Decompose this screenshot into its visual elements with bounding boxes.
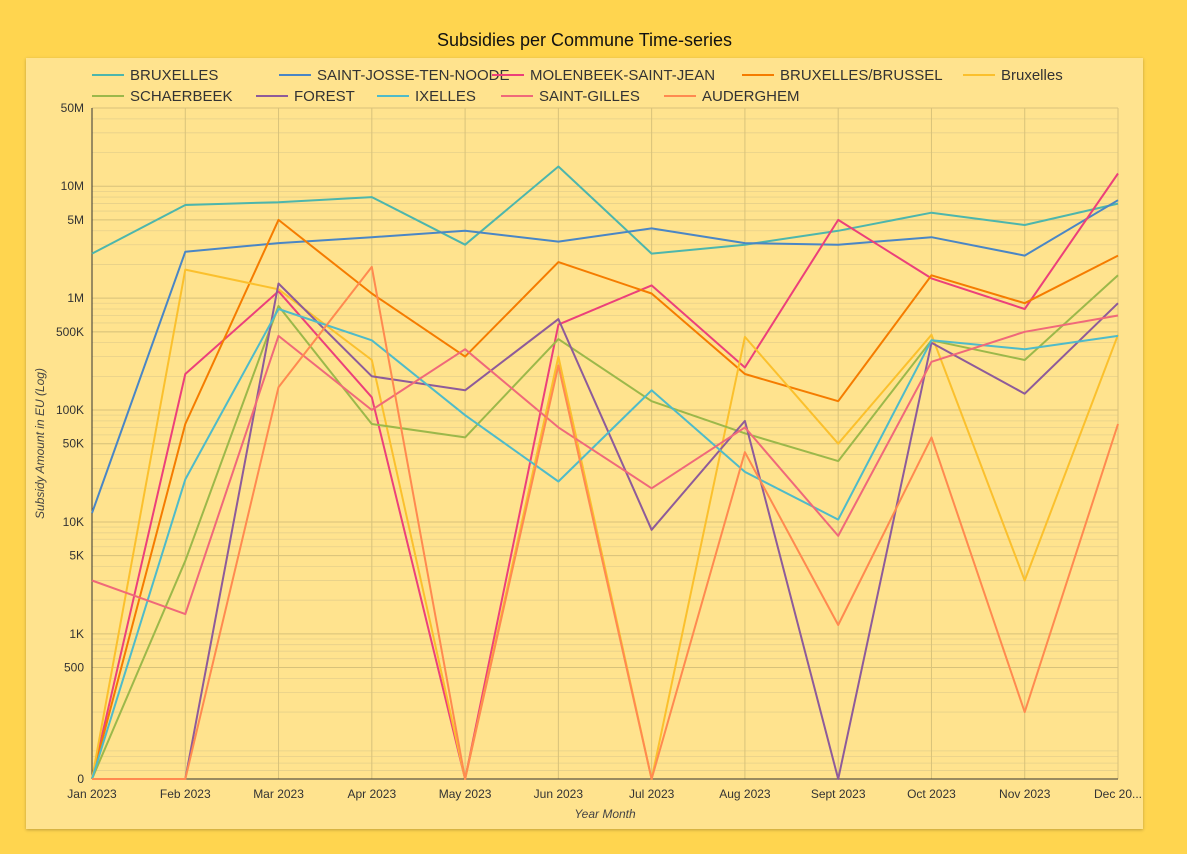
y-tick-label: 10M — [61, 179, 84, 193]
series-lines — [91, 165, 1119, 780]
x-tick-label: Aug 2023 — [719, 787, 771, 801]
legend-item[interactable]: BRUXELLES/BRUSSEL — [742, 67, 943, 84]
grid-lines — [91, 107, 1119, 780]
legend-item[interactable]: SAINT-GILLES — [501, 88, 640, 105]
y-tick-label: 50K — [63, 437, 84, 451]
legend-item[interactable]: Bruxelles — [963, 67, 1063, 84]
x-tick-label: Dec 20... — [1094, 787, 1142, 801]
legend-label: FOREST — [294, 88, 355, 105]
legend-label: BRUXELLES/BRUSSEL — [780, 67, 943, 84]
y-axis-title: Subsidy Amount in EU (Log) — [33, 368, 47, 519]
series-line-ixelles[interactable] — [91, 308, 1119, 780]
series-line-bruxelles-brussel[interactable] — [91, 218, 1119, 780]
legend-item[interactable]: SCHAERBEEK — [92, 88, 233, 105]
y-tick-label: 5M — [67, 213, 84, 227]
legend-label: SAINT-JOSSE-TEN-NOODE — [317, 67, 510, 84]
chart-panel: 50M 10M 5M 1M 500K 100K 50K 10K 5K 1K 500 0 Jan 2023… — [26, 58, 1143, 829]
series-line-saint-gilles[interactable] — [91, 314, 1119, 616]
x-tick-label: May 2023 — [439, 787, 492, 801]
y-tick-label: 0 — [77, 772, 84, 786]
series-line-forest[interactable] — [92, 282, 1119, 780]
legend-label: AUDERGHEM — [702, 88, 800, 105]
x-tick-label: Jul 2023 — [629, 787, 675, 801]
series-line-molenbeek-saint-jean[interactable] — [91, 172, 1119, 780]
legend-item[interactable]: SAINT-JOSSE-TEN-NOODE — [279, 67, 510, 84]
x-tick-label: Nov 2023 — [999, 787, 1051, 801]
legend-item[interactable]: AUDERGHEM — [664, 88, 800, 105]
legend: BRUXELLES SAINT-JOSSE-TEN-NOODE MOLENBEEK-… — [92, 67, 1063, 105]
legend-label: BRUXELLES — [130, 67, 218, 84]
legend-label: SAINT-GILLES — [539, 88, 640, 105]
x-tick-label: Jun 2023 — [534, 787, 584, 801]
y-tick-label: 5K — [69, 549, 84, 563]
series-line-bruxelles[interactable] — [91, 165, 1119, 255]
x-axis-title: Year Month — [574, 807, 636, 821]
x-tick-label: Mar 2023 — [253, 787, 304, 801]
series-line-schaerbeek[interactable] — [91, 274, 1119, 780]
legend-label: IXELLES — [415, 88, 476, 105]
legend-item[interactable]: MOLENBEEK-SAINT-JEAN — [492, 67, 715, 84]
y-tick-label: 1M — [67, 291, 84, 305]
y-tick-label: 500K — [56, 325, 84, 339]
x-tick-label: Oct 2023 — [907, 787, 956, 801]
legend-item[interactable]: IXELLES — [377, 88, 476, 105]
y-tick-label: 1K — [69, 627, 84, 641]
x-tick-label: Jan 2023 — [67, 787, 117, 801]
series-line-saint-josse-ten-noode[interactable] — [91, 199, 1119, 514]
x-tick-label: Sept 2023 — [811, 787, 866, 801]
y-tick-label: 10K — [63, 515, 84, 529]
y-tick-label: 100K — [56, 403, 84, 417]
y-tick-label: 500 — [64, 661, 84, 675]
legend-label: Bruxelles — [1001, 67, 1063, 84]
legend-item[interactable]: FOREST — [256, 88, 355, 105]
legend-item[interactable]: BRUXELLES — [92, 67, 218, 84]
y-tick-label: 50M — [61, 101, 84, 115]
chart-title: Subsidies per Commune Time-series — [436, 30, 733, 50]
x-tick-label: Feb 2023 — [160, 787, 211, 801]
x-tick-label: Apr 2023 — [347, 787, 396, 801]
series-line-auderghem[interactable] — [92, 265, 1119, 780]
legend-label: MOLENBEEK-SAINT-JEAN — [530, 67, 715, 84]
legend-label: SCHAERBEEK — [130, 88, 233, 105]
